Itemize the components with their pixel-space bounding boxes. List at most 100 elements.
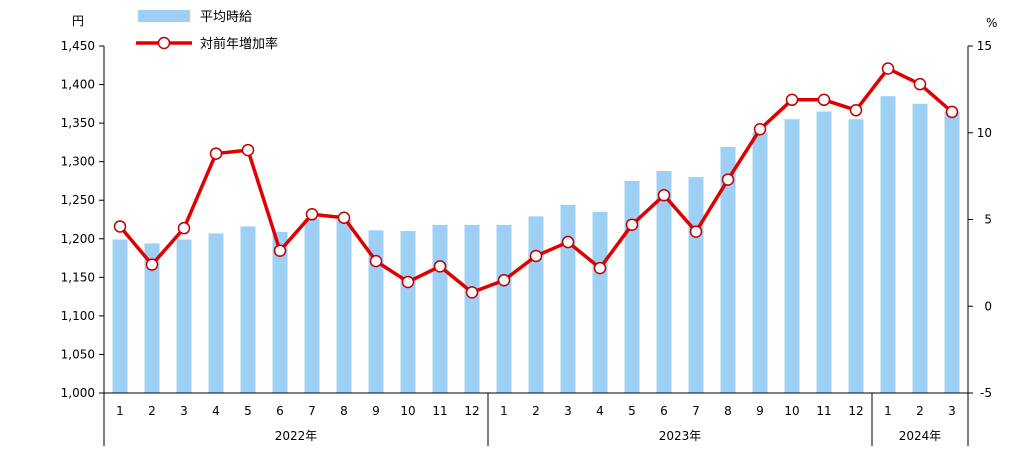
growth-rate-point [593, 261, 607, 275]
growth-rate-point [433, 260, 447, 273]
growth-rate-point [625, 218, 639, 231]
growth-rate-point [785, 93, 799, 107]
growth-rate-point [881, 62, 895, 75]
bar [400, 231, 416, 393]
month-tick-label: 4 [212, 404, 220, 418]
right-axis-tick-label: 15 [977, 39, 992, 53]
month-tick-label: 1 [884, 404, 892, 418]
month-tick-label: 12 [464, 404, 479, 418]
left-axis-tick-label: 1,100 [61, 309, 95, 323]
month-tick-label: 11 [816, 404, 831, 418]
growth-rate-point [689, 225, 703, 238]
bar [464, 224, 480, 393]
month-tick-label: 3 [948, 404, 956, 418]
growth-rate-point [305, 208, 319, 221]
bar [144, 243, 160, 393]
month-tick-label: 6 [660, 404, 668, 418]
bar [656, 170, 672, 393]
bar [496, 224, 512, 393]
bar [784, 119, 800, 393]
bar [592, 211, 608, 393]
left-axis-tick-label: 1,150 [61, 270, 95, 284]
growth-rate-point [497, 273, 511, 287]
month-tick-label: 5 [628, 404, 636, 418]
growth-rate-point [241, 143, 255, 157]
left-axis-tick-label: 1,450 [61, 39, 95, 53]
month-tick-label: 1 [116, 404, 124, 418]
legend: 平均時給 対前年増加率 [136, 10, 278, 52]
right-axis-tick-label: 5 [984, 213, 992, 227]
growth-rate-point [273, 244, 287, 257]
bar [752, 132, 768, 394]
growth-rate-point [401, 275, 415, 289]
bar [208, 233, 224, 393]
month-tick-label: 6 [276, 404, 284, 418]
legend-line-marker [157, 36, 171, 50]
bar [848, 119, 864, 393]
bar [432, 224, 448, 393]
month-tick-label: 8 [724, 404, 732, 418]
month-tick-label: 1 [500, 404, 508, 418]
month-tick-label: 10 [400, 404, 415, 418]
growth-rate-point [817, 93, 831, 107]
left-axis-tick-label: 1,200 [61, 232, 95, 246]
bar [112, 239, 128, 393]
month-tick-label: 8 [340, 404, 348, 418]
year-label: 2022年 [275, 429, 318, 443]
right-axis-unit: % [986, 16, 997, 30]
bar [624, 180, 640, 393]
bar [176, 239, 192, 393]
left-axis-tick-label: 1,250 [61, 193, 95, 207]
year-label: 2024年 [899, 429, 942, 443]
month-tick-label: 11 [432, 404, 447, 418]
right-axis-tick-label: 0 [984, 299, 992, 313]
month-tick-label: 7 [308, 404, 316, 418]
legend-bar-label: 平均時給 [200, 10, 252, 25]
month-tick-label: 9 [372, 404, 380, 418]
growth-rate-point [465, 286, 479, 299]
bar [944, 111, 960, 393]
bar [368, 230, 384, 393]
left-axis-tick-label: 1,000 [61, 386, 95, 400]
month-tick-label: 2 [148, 404, 156, 418]
right-axis-tick-label: 10 [977, 126, 992, 140]
month-tick-label: 10 [784, 404, 799, 418]
left-axis-unit: 円 [72, 14, 84, 28]
legend-bar-swatch [138, 10, 190, 22]
growth-rate-point [145, 258, 159, 271]
bar [304, 218, 320, 393]
growth-rate-point [945, 105, 959, 119]
bar [240, 226, 256, 393]
growth-rate-point [113, 220, 127, 233]
legend-line-label: 対前年増加率 [200, 36, 278, 52]
year-label: 2023年 [659, 429, 702, 443]
month-tick-label: 12 [848, 404, 863, 418]
growth-rate-point [913, 77, 927, 91]
right-axis-tick-label: -5 [980, 386, 992, 400]
left-axis-tick-label: 1,400 [61, 78, 95, 92]
growth-rate-point [721, 173, 735, 186]
growth-rate-point [753, 123, 767, 136]
growth-rate-point [561, 235, 575, 249]
month-tick-label: 2 [916, 404, 924, 418]
bar [720, 147, 736, 393]
bar [336, 219, 352, 393]
growth-rate-point [337, 211, 351, 225]
left-axis-tick-label: 1,350 [61, 116, 95, 130]
month-tick-label: 3 [564, 404, 572, 418]
growth-rate-point [849, 103, 863, 117]
growth-rate-point [369, 254, 383, 268]
month-tick-label: 2 [532, 404, 540, 418]
month-tick-label: 5 [244, 404, 252, 418]
bar [560, 204, 576, 393]
month-tick-label: 4 [596, 404, 604, 418]
growth-rate-point [177, 221, 191, 235]
bar [816, 111, 832, 393]
bar [688, 177, 704, 393]
growth-rate-point [529, 249, 543, 263]
month-tick-label: 3 [180, 404, 188, 418]
growth-rate-point [657, 188, 671, 202]
month-tick-label: 7 [692, 404, 700, 418]
